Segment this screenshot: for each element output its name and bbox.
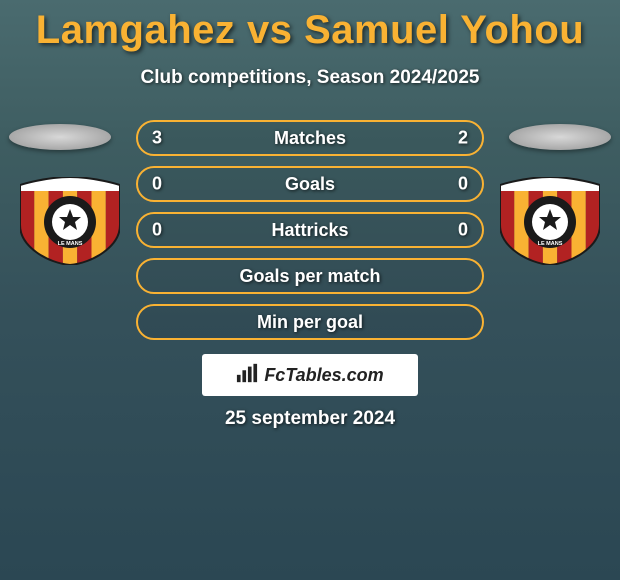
stats-table: 3 Matches 2 0 Goals 0 0 Hattricks 0 Goal…: [136, 120, 484, 350]
player-avatar-left: [9, 124, 111, 150]
stat-label: Goals per match: [239, 266, 380, 287]
subtitle: Club competitions, Season 2024/2025: [0, 67, 620, 89]
stat-label: Min per goal: [257, 312, 363, 333]
svg-text:LE MANS: LE MANS: [58, 241, 83, 247]
svg-text:72: 72: [67, 233, 74, 239]
stat-row-goals-per-match: Goals per match: [136, 258, 484, 294]
stat-right: 0: [458, 174, 468, 195]
svg-text:72: 72: [547, 233, 554, 239]
club-badge-left: 72 LE MANS: [20, 177, 120, 265]
stat-left: 0: [152, 220, 162, 241]
stat-label: Matches: [274, 128, 346, 149]
stat-row-goals: 0 Goals 0: [136, 166, 484, 202]
title: Lamgahez vs Samuel Yohou: [0, 0, 620, 53]
svg-text:LE MANS: LE MANS: [538, 241, 563, 247]
stat-row-min-per-goal: Min per goal: [136, 304, 484, 340]
stat-row-matches: 3 Matches 2: [136, 120, 484, 156]
stat-label: Goals: [285, 174, 335, 195]
brand-badge: FcTables.com: [202, 354, 418, 396]
stat-right: 0: [458, 220, 468, 241]
club-badge-right: 72 LE MANS: [500, 177, 600, 265]
stat-label: Hattricks: [271, 220, 348, 241]
stat-right: 2: [458, 128, 468, 149]
player-avatar-right: [509, 124, 611, 150]
bar-chart-icon: [236, 363, 258, 388]
date-text: 25 september 2024: [0, 408, 620, 430]
stat-left: 0: [152, 174, 162, 195]
stat-row-hattricks: 0 Hattricks 0: [136, 212, 484, 248]
stat-left: 3: [152, 128, 162, 149]
brand-text: FcTables.com: [264, 365, 383, 386]
